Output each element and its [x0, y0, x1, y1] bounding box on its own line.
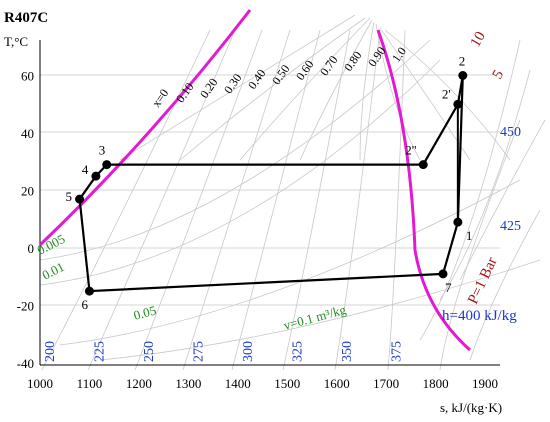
- enthalpy-line: [87, 29, 236, 371]
- y-axis-label: T,°C: [4, 34, 28, 49]
- enthalpy-line: [182, 29, 291, 371]
- saturated-vapor-line: [376, 29, 471, 352]
- quality-label: x=0: [149, 86, 171, 109]
- cycle-point-label: 2'': [405, 143, 416, 158]
- quality-line: [379, 27, 471, 161]
- enthalpy-label: 300: [241, 341, 256, 362]
- volume-line: [39, 59, 441, 286]
- cycle-path: [78, 75, 464, 293]
- enthalpy-line: [469, 209, 541, 361]
- x-tick-label: 1500: [274, 376, 300, 391]
- cycle-point: [102, 160, 112, 170]
- y-tick-label: 40: [21, 126, 34, 141]
- x-tick-label: 1700: [373, 376, 399, 391]
- enthalpy-line: [134, 29, 263, 371]
- enthalpy-label: 325: [291, 341, 306, 362]
- enthalpy-right-label-450: 450: [500, 125, 521, 140]
- pressure-label-10: 10: [468, 29, 489, 50]
- quality-label: 0.20: [197, 75, 221, 100]
- enthalpy-line: [282, 29, 351, 371]
- x-tick-label: 1100: [77, 376, 103, 391]
- x-tick-label: 1000: [27, 376, 53, 391]
- pressure-label-main: P=1 Bar: [465, 255, 501, 307]
- cycle-point-label: 4: [82, 162, 89, 177]
- volume-label-0005: 0.005: [35, 231, 68, 258]
- volume-line: [39, 39, 431, 261]
- enthalpy-line: [387, 29, 406, 371]
- volume-label-005: 0.05: [132, 303, 158, 323]
- enthalpy-label: 275: [192, 341, 207, 362]
- axes: [39, 40, 500, 366]
- volume-label-main: v=0.1 m³/kg: [282, 302, 348, 333]
- x-tick-label: 1300: [175, 376, 201, 391]
- enthalpy-label: 200: [43, 341, 58, 362]
- cycle-point: [418, 160, 428, 170]
- enthalpy-label: 350: [340, 341, 355, 362]
- cycle-point-label: 3: [99, 143, 106, 158]
- enthalpy-line: [41, 29, 211, 371]
- cycle-point: [75, 194, 85, 204]
- pressure-line: [419, 39, 521, 341]
- y-ticks: 60 40 20 0 -20 -40: [17, 69, 34, 372]
- quality-line: [375, 23, 421, 161]
- enthalpy-label: 250: [142, 341, 157, 362]
- y-tick-label: 20: [21, 184, 34, 199]
- cycle-point-label: 5: [66, 189, 73, 204]
- enthalpy-main-label: h=400 kJ/kg: [442, 308, 517, 324]
- pressure-label-5: 5: [490, 68, 508, 82]
- cycle-point-label: 6: [81, 297, 88, 312]
- cycle-point: [91, 171, 101, 181]
- cycle-point-label: 2': [442, 86, 451, 101]
- x-tick-label: 1600: [324, 376, 350, 391]
- enthalpy-labels: 200 225 250 275 300 325 350 375: [43, 341, 405, 362]
- pressure-line: [439, 69, 531, 301]
- refrigeration-cycle: 1 2 2' 2'' 345 6 7: [66, 54, 473, 313]
- diagram-title: R407C: [4, 10, 48, 26]
- enthalpy-label: 225: [93, 341, 108, 362]
- quality-line: [359, 21, 375, 161]
- pressure-line: [459, 119, 546, 281]
- volume-line: [59, 179, 521, 346]
- quality-line: [119, 14, 356, 161]
- enthalpy-line: [439, 119, 521, 371]
- x-tick-label: 1800: [423, 376, 449, 391]
- cycle-point: [84, 286, 94, 296]
- y-tick-label: -20: [17, 299, 34, 314]
- quality-line: [179, 17, 366, 161]
- cycle-point: [453, 217, 463, 227]
- x-tick-label: 1900: [472, 376, 498, 391]
- cycle-point: [458, 71, 468, 80]
- x-ticks: 1000 1100 1200 1300 1400 1500 1600 1700 1800 1900: [27, 376, 498, 391]
- y-tick-label: 0: [28, 241, 35, 256]
- quality-label: 0.60: [293, 57, 317, 82]
- quality-line: [299, 19, 373, 161]
- cycle-point-label: 1: [466, 228, 473, 243]
- y-tick-label: 60: [21, 69, 34, 84]
- quality-line: [384, 29, 511, 161]
- enthalpy-line: [334, 29, 381, 371]
- cycle-point: [453, 99, 463, 109]
- volume-label-001: 0.01: [40, 259, 67, 283]
- quality-label: 0.70: [317, 53, 341, 78]
- grid-lines: [39, 14, 546, 371]
- x-axis-label: s, kJ/(kg·K): [440, 400, 502, 415]
- x-tick-label: 1200: [126, 376, 152, 391]
- enthalpy-label: 375: [390, 341, 405, 362]
- enthalpy-right-label-425: 425: [500, 219, 521, 234]
- y-tick-label: -40: [17, 356, 34, 371]
- x-tick-label: 1400: [225, 376, 251, 391]
- saturated-liquid-line: [38, 9, 252, 247]
- cycle-point-label: 2: [459, 54, 466, 69]
- cycle-point: [438, 269, 448, 279]
- enthalpy-line: [231, 29, 321, 371]
- cycle-point-label: 7: [445, 280, 452, 295]
- volume-line: [99, 259, 541, 361]
